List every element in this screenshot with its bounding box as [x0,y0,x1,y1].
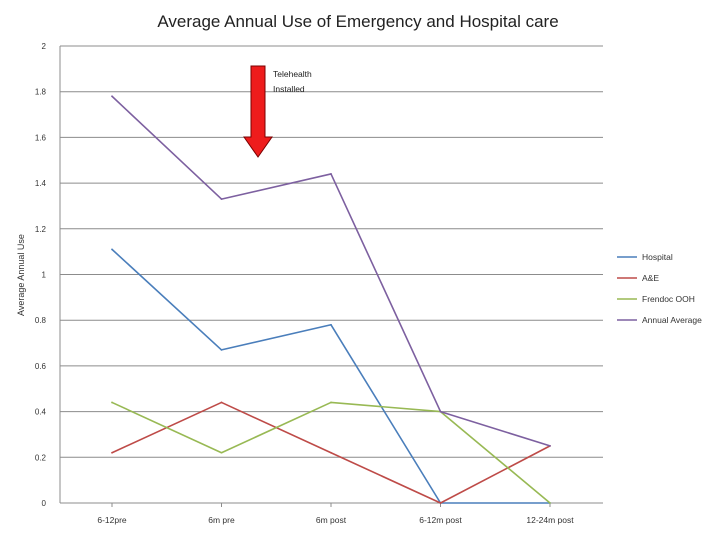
series-lines [111,95,551,504]
x-tick-label: 6-12pre [97,515,127,525]
y-tick-labels: 0 0.2 0.4 0.6 0.8 1 1.2 1.4 1.6 1.8 2 [35,42,47,508]
y-axis-label: Average Annual Use [16,234,26,316]
legend-label: Annual Average [642,315,702,325]
data-point-frendoc-ooh [111,401,113,404]
data-point-a-e [330,451,332,454]
data-point-annual-average [549,444,551,447]
red-down-arrow-icon [243,65,273,158]
data-point-annual-average [220,198,223,200]
data-point-hospital [330,323,332,326]
y-tick-label: 0.2 [35,453,47,462]
chart-title: Average Annual Use of Emergency and Hosp… [157,12,558,31]
y-tick-label: 2 [42,42,47,51]
x-tick-label: 6-12m post [419,515,462,525]
data-point-frendoc-ooh [220,451,223,454]
annotation: Telehealth Installed [243,65,312,158]
x-tick-labels: 6-12pre 6m pre 6m post 6-12m post 12-24m pos… [97,515,574,525]
data-point-a-e [220,401,223,404]
y-tick-label: 0 [42,499,47,508]
y-tick-label: 1.6 [35,133,47,142]
y-tick-label: 0.4 [35,408,47,417]
gridlines [60,45,603,458]
x-tick-label: 6m post [316,515,347,525]
y-tick-label: 1.2 [35,225,47,234]
legend-label: A&E [642,273,659,283]
data-point-annual-average [111,95,113,98]
annotation-line-1: Telehealth [273,69,312,79]
y-tick-label: 1 [42,271,47,280]
y-tick-label: 1.8 [35,88,47,97]
x-tick-label: 6m pre [208,515,235,525]
legend-label: Frendoc OOH [642,294,695,304]
data-point-a-e [439,502,442,504]
legend-label: Hospital [642,252,673,262]
series-line-hospital [111,248,550,504]
data-point-frendoc-ooh [549,502,551,504]
x-tick-label: 12-24m post [526,515,574,525]
annotation-line-2: Installed [273,84,305,94]
data-point-frendoc-ooh [330,401,332,404]
y-tick-label: 0.8 [35,316,47,325]
data-point-hospital [220,349,223,351]
series-line-annual-average [111,95,551,447]
data-point-a-e [111,451,113,454]
y-tick-label: 1.4 [35,179,47,188]
data-point-annual-average [439,410,442,413]
data-point-annual-average [330,173,332,175]
data-point-hospital [111,248,113,251]
y-tick-label: 0.6 [35,362,47,371]
legend: Hospital A&E Frendoc OOH Annual Average [617,252,702,325]
